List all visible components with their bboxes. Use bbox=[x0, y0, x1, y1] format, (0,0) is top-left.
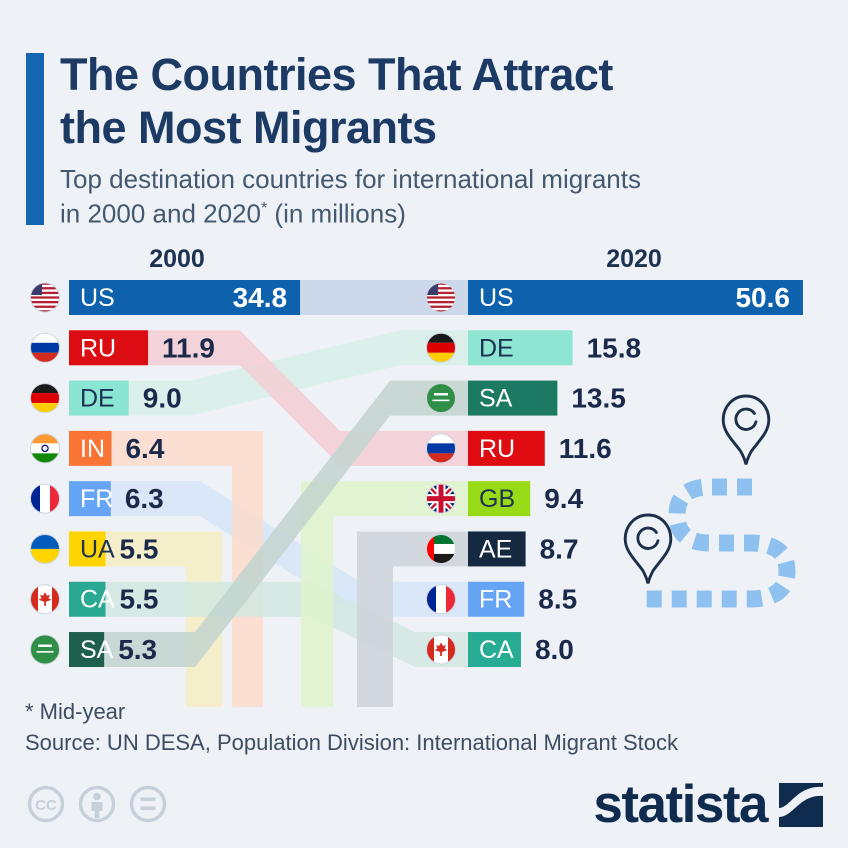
bar-value-2000-SA: 5.3 bbox=[118, 634, 157, 665]
country-code-2020-CA: CA bbox=[479, 636, 514, 664]
fr-flag-icon-2000 bbox=[30, 483, 60, 514]
in-flag-icon-2000 bbox=[30, 433, 60, 464]
source-attribution: Source: UN DESA, Population Division: In… bbox=[25, 730, 678, 755]
bar-2020-US bbox=[468, 280, 803, 315]
country-code-2020-US: US bbox=[479, 284, 514, 312]
bar-value-2000-US: 34.8 bbox=[233, 282, 288, 313]
us-flag-icon-2000 bbox=[30, 282, 60, 313]
page-subtitle: Top destination countries for internatio… bbox=[60, 164, 800, 229]
bar-value-2020-RU: 11.6 bbox=[559, 433, 612, 464]
subtitle-line-2-suffix: (in millions) bbox=[267, 198, 406, 229]
flow-ribbon-AE bbox=[357, 531, 468, 707]
bar-2020-SA bbox=[468, 380, 558, 416]
bar-value-2000-IN: 6.4 bbox=[125, 433, 164, 464]
dashed-route-path bbox=[637, 478, 796, 608]
bar-2000-DE bbox=[69, 380, 129, 416]
statista-logo: statista bbox=[593, 774, 823, 835]
bar-value-2020-CA: 8.0 bbox=[535, 634, 574, 665]
sa-flag-icon-2020 bbox=[426, 383, 456, 414]
attribution-person-icon bbox=[78, 785, 116, 823]
country-code-2020-FR: FR bbox=[479, 586, 512, 614]
equals-icon bbox=[129, 785, 167, 823]
bar-value-2000-FR: 6.3 bbox=[125, 483, 164, 514]
page-title: The Countries That Attract the Most Migra… bbox=[60, 48, 780, 154]
cc-icon: CC bbox=[27, 785, 65, 823]
subtitle-asterisk: * bbox=[260, 200, 268, 217]
country-code-2020-RU: RU bbox=[479, 435, 515, 463]
statista-wordmark: statista bbox=[593, 775, 768, 834]
bar-2000-UA bbox=[69, 531, 106, 567]
flow-ribbon-US bbox=[300, 280, 468, 315]
license-icons: CC bbox=[27, 785, 167, 823]
country-code-2020-DE: DE bbox=[479, 334, 514, 362]
flow-ribbon-DE bbox=[128, 330, 468, 416]
subtitle-line-1: Top destination countries for internatio… bbox=[60, 164, 641, 194]
bar-2020-FR bbox=[468, 581, 525, 617]
country-code-2020-SA: SA bbox=[479, 385, 513, 413]
bar-2020-AE bbox=[468, 531, 526, 567]
bar-2000-IN bbox=[69, 430, 112, 466]
title-line-2: the Most Migrants bbox=[60, 102, 437, 153]
title-line-1: The Countries That Attract bbox=[60, 49, 613, 100]
bar-value-2020-US: 50.6 bbox=[735, 282, 790, 313]
bar-value-2000-UA: 5.5 bbox=[120, 533, 159, 564]
flow-ribbon-IN bbox=[111, 430, 263, 707]
country-code-2000-RU: RU bbox=[80, 334, 116, 362]
country-code-2000-IN: IN bbox=[80, 435, 105, 463]
country-code-2000-SA: SA bbox=[80, 636, 114, 664]
bar-2020-GB bbox=[468, 481, 531, 517]
statista-logo-mark bbox=[779, 782, 823, 827]
gb-flag-icon-2020 bbox=[426, 483, 456, 514]
bar-value-2020-SA: 13.5 bbox=[571, 383, 626, 414]
country-code-2000-CA: CA bbox=[80, 586, 115, 614]
subtitle-line-2: in 2000 and 2020 bbox=[60, 198, 261, 229]
bar-value-2020-GB: 9.4 bbox=[544, 483, 583, 514]
bar-value-2020-AE: 8.7 bbox=[540, 533, 579, 564]
country-code-2000-UA: UA bbox=[80, 535, 115, 563]
bars-layer: US 34.8RU 11.9DE 9.0IN 6.4FR 6.3UA 5.5CA 5.5SA 5… bbox=[69, 280, 803, 668]
title-accent-bar bbox=[26, 53, 44, 225]
bar-value-2000-RU: 11.9 bbox=[162, 332, 215, 363]
bar-value-2020-FR: 8.5 bbox=[538, 584, 577, 615]
bar-2020-DE bbox=[468, 330, 573, 366]
de-flag-icon-2020 bbox=[426, 332, 456, 363]
ru-flag-icon-2000 bbox=[30, 332, 60, 363]
country-code-2000-DE: DE bbox=[80, 385, 115, 413]
fr-flag-icon-2020 bbox=[426, 584, 456, 615]
country-code-2020-AE: AE bbox=[479, 535, 512, 563]
bar-2020-RU bbox=[468, 430, 545, 466]
route-decoration bbox=[623, 394, 796, 608]
bar-2000-FR bbox=[69, 481, 111, 517]
flow-ribbon-RU bbox=[148, 330, 469, 466]
bar-2000-CA bbox=[69, 581, 106, 617]
map-pin-icon-bottom bbox=[623, 513, 673, 584]
country-code-2000-FR: FR bbox=[80, 485, 113, 513]
country-code-2020-GB: GB bbox=[479, 485, 515, 513]
map-pin-icon-top bbox=[721, 394, 771, 465]
bar-value-2000-DE: 9.0 bbox=[143, 383, 182, 414]
de-flag-icon-2000 bbox=[30, 383, 60, 414]
chart-footnote: * Mid-year bbox=[25, 699, 126, 724]
column-header-2000: 2000 bbox=[149, 245, 205, 273]
us-flag-icon-2020 bbox=[426, 282, 456, 313]
bar-2000-US bbox=[69, 280, 301, 315]
sa-flag-icon-2000 bbox=[30, 634, 60, 665]
ua-flag-icon-2000 bbox=[30, 533, 60, 564]
ru-flag-icon-2020 bbox=[426, 433, 456, 464]
svg-text:CC: CC bbox=[35, 797, 57, 814]
bar-value-2020-DE: 15.8 bbox=[587, 332, 642, 363]
column-header-2020: 2020 bbox=[606, 245, 662, 273]
ca-flag-icon-2000 bbox=[30, 584, 60, 615]
bar-2000-RU bbox=[69, 330, 149, 366]
country-code-2000-US: US bbox=[80, 284, 115, 312]
flags-layer bbox=[30, 282, 456, 665]
bar-value-2000-CA: 5.5 bbox=[120, 584, 159, 615]
ca-flag-icon-2020 bbox=[426, 634, 456, 665]
ae-flag-icon-2020 bbox=[426, 533, 456, 564]
bar-2020-CA bbox=[468, 632, 521, 668]
flow-ribbon-SA bbox=[104, 380, 468, 668]
bar-2000-SA bbox=[69, 632, 105, 668]
